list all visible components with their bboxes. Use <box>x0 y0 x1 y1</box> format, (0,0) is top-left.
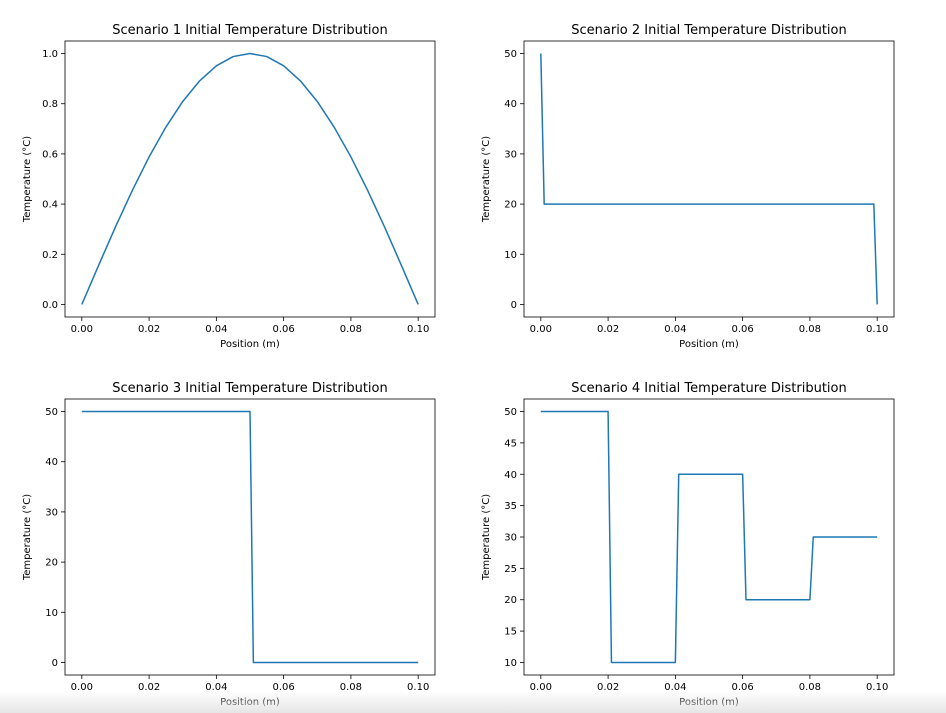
plot-frame <box>523 40 895 318</box>
series-line <box>540 53 878 305</box>
y-axis-label: Temperature (°C) <box>481 494 492 581</box>
y-tick-label: 10 <box>504 250 517 261</box>
y-tick-label: 20 <box>45 558 58 569</box>
y-axis-label: Temperature (°C) <box>22 494 33 581</box>
x-tick-label: 0.10 <box>866 324 888 335</box>
x-tick-label: 0.06 <box>273 682 295 693</box>
chart-title: Scenario 4 Initial Temperature Distribut… <box>571 381 846 396</box>
y-tick-label: 0.8 <box>42 99 58 110</box>
y-tick-label: 30 <box>504 533 517 544</box>
y-tick-label: 50 <box>504 49 517 60</box>
x-tick-label: 0.02 <box>597 682 619 693</box>
chart-1: Scenario 1 Initial Temperature Distribut… <box>22 23 436 350</box>
y-tick-label: 45 <box>504 438 517 449</box>
x-tick-label: 0.00 <box>71 324 93 335</box>
y-tick-label: 30 <box>504 149 517 160</box>
x-tick-label: 0.06 <box>273 324 295 335</box>
y-tick-label: 10 <box>504 658 517 669</box>
x-tick-label: 0.04 <box>664 324 686 335</box>
series-line <box>81 410 419 664</box>
x-tick-label: 0.08 <box>799 682 821 693</box>
y-axis-label: Temperature (°C) <box>481 136 492 223</box>
chart-3: Scenario 3 Initial Temperature Distribut… <box>22 381 436 708</box>
y-tick-label: 0 <box>52 658 58 669</box>
x-tick-label: 0.06 <box>732 682 754 693</box>
plot-frame <box>64 40 436 318</box>
y-tick-label: 40 <box>504 470 517 481</box>
chart-title: Scenario 2 Initial Temperature Distribut… <box>571 23 846 38</box>
y-tick-label: 40 <box>45 457 58 468</box>
y-tick-label: 0.2 <box>42 250 58 261</box>
chart-title: Scenario 1 Initial Temperature Distribut… <box>112 23 387 38</box>
x-tick-label: 0.10 <box>407 324 429 335</box>
y-tick-label: 40 <box>504 99 517 110</box>
x-axis-label: Position (m) <box>679 697 739 708</box>
plot-frame <box>64 398 436 676</box>
series-line <box>81 52 419 305</box>
x-tick-label: 0.04 <box>205 324 227 335</box>
y-tick-label: 30 <box>45 507 58 518</box>
y-tick-label: 50 <box>504 407 517 418</box>
y-tick-label: 20 <box>504 595 517 606</box>
y-tick-label: 10 <box>45 608 58 619</box>
x-tick-label: 0.00 <box>530 682 552 693</box>
chart-title: Scenario 3 Initial Temperature Distribut… <box>112 381 387 396</box>
x-tick-label: 0.00 <box>530 324 552 335</box>
x-tick-label: 0.08 <box>799 324 821 335</box>
y-tick-label: 0.4 <box>42 200 58 211</box>
y-tick-label: 20 <box>504 200 517 211</box>
y-tick-label: 35 <box>504 501 517 512</box>
y-tick-label: 25 <box>504 564 517 575</box>
y-tick-label: 0 <box>511 300 517 311</box>
y-tick-label: 0.6 <box>42 149 58 160</box>
x-axis-label: Position (m) <box>679 339 739 350</box>
x-tick-label: 0.00 <box>71 682 93 693</box>
x-axis-label: Position (m) <box>220 697 280 708</box>
x-tick-label: 0.02 <box>597 324 619 335</box>
y-tick-label: 1.0 <box>42 49 58 60</box>
x-tick-label: 0.10 <box>866 682 888 693</box>
chart-2: Scenario 2 Initial Temperature Distribut… <box>481 23 895 350</box>
x-axis-label: Position (m) <box>220 339 280 350</box>
x-tick-label: 0.08 <box>340 682 362 693</box>
y-axis-label: Temperature (°C) <box>22 136 33 223</box>
x-tick-label: 0.02 <box>138 324 160 335</box>
x-tick-label: 0.02 <box>138 682 160 693</box>
y-tick-label: 15 <box>504 627 517 638</box>
y-tick-label: 50 <box>45 407 58 418</box>
x-tick-label: 0.10 <box>407 682 429 693</box>
x-tick-label: 0.04 <box>205 682 227 693</box>
x-tick-label: 0.04 <box>664 682 686 693</box>
x-tick-label: 0.08 <box>340 324 362 335</box>
x-tick-label: 0.06 <box>732 324 754 335</box>
y-tick-label: 0.0 <box>42 300 58 311</box>
series-line <box>540 410 878 664</box>
chart-4: Scenario 4 Initial Temperature Distribut… <box>481 381 895 708</box>
